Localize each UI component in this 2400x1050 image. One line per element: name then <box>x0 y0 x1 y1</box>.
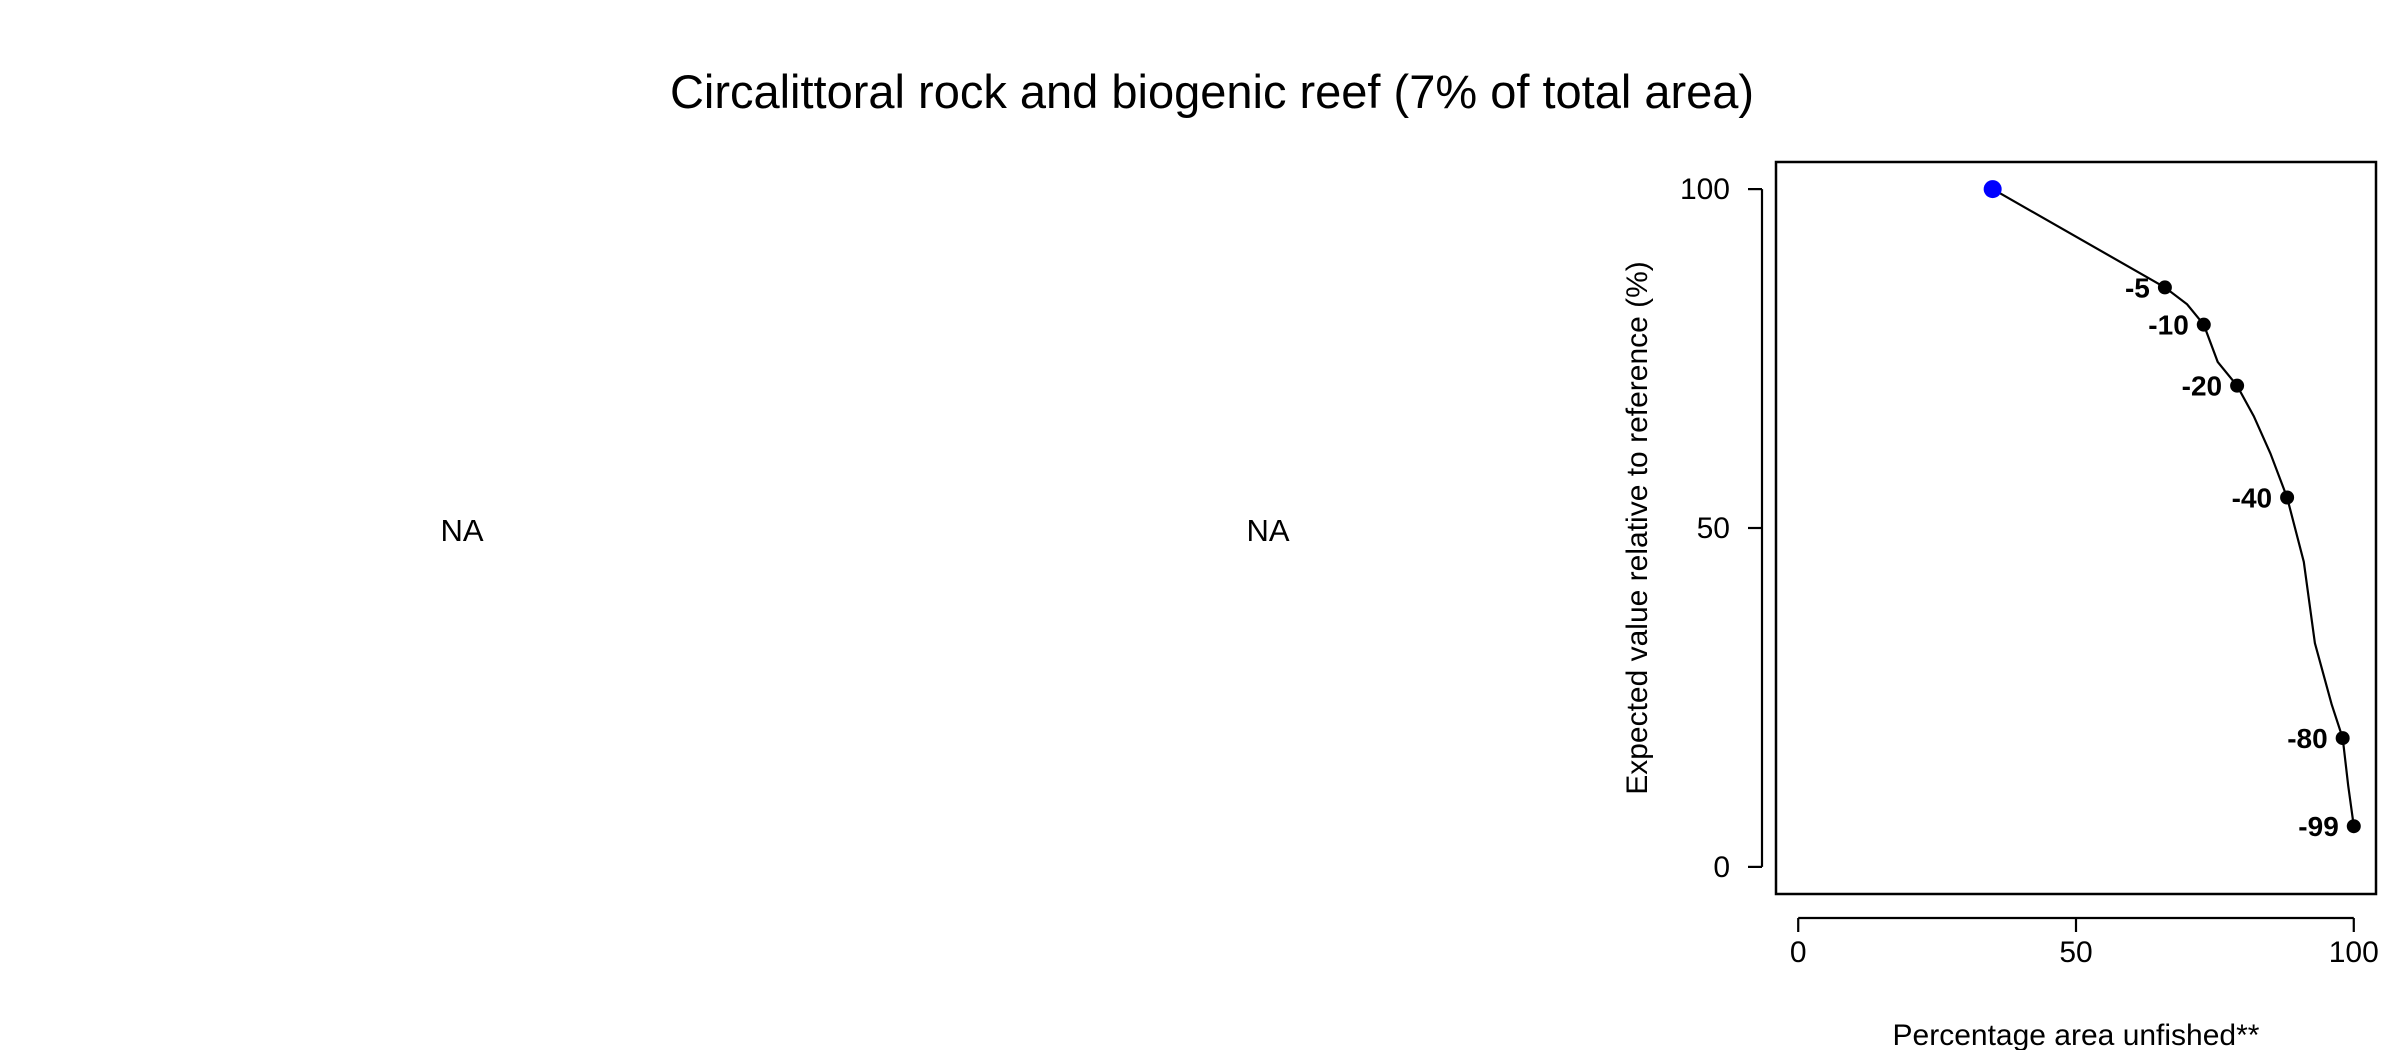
x-axis: 0 50 100 <box>1790 916 2379 969</box>
y-axis-label: Expected value relative to reference (%) <box>1621 261 1654 795</box>
series-line <box>1992 188 2355 827</box>
data-point-label: -5 <box>2125 272 2150 303</box>
data-point <box>2335 731 2350 746</box>
x-tick-label: 0 <box>1790 936 1807 969</box>
plot-frame <box>1774 160 2378 896</box>
data-point <box>2157 280 2172 295</box>
y-tick-label: 0 <box>1713 851 1730 884</box>
data-point-label: -80 <box>2287 723 2327 754</box>
y-tick-label: 100 <box>1680 173 1730 206</box>
na-label-middle: NA <box>1246 513 1289 548</box>
line-chart: 0 50 100 0 50 100 -5 -10 -20 -40 -80 -99 Percenta… <box>1621 160 2379 1050</box>
data-point-label: -40 <box>2232 483 2272 514</box>
data-point <box>2230 378 2245 393</box>
data-point <box>2196 317 2211 332</box>
x-tick-label: 50 <box>2059 936 2092 969</box>
data-point-label: -20 <box>2182 371 2222 402</box>
x-tick-label: 100 <box>2329 936 2379 969</box>
y-axis: 0 50 100 <box>1680 173 1764 884</box>
figure-title: Circalittoral rock and biogenic reef (7%… <box>670 65 1754 118</box>
data-points: -5 -10 -20 -40 -80 -99 <box>1983 180 2361 842</box>
data-point <box>2280 490 2295 505</box>
data-point-label: -99 <box>2298 811 2338 842</box>
x-axis-label: Percentage area unfished** <box>1893 1019 2260 1050</box>
na-label-left: NA <box>440 513 483 548</box>
data-point-label: -10 <box>2148 310 2188 341</box>
highlight-point <box>1983 180 2002 199</box>
data-point <box>2346 819 2361 834</box>
y-tick-label: 50 <box>1697 512 1730 545</box>
